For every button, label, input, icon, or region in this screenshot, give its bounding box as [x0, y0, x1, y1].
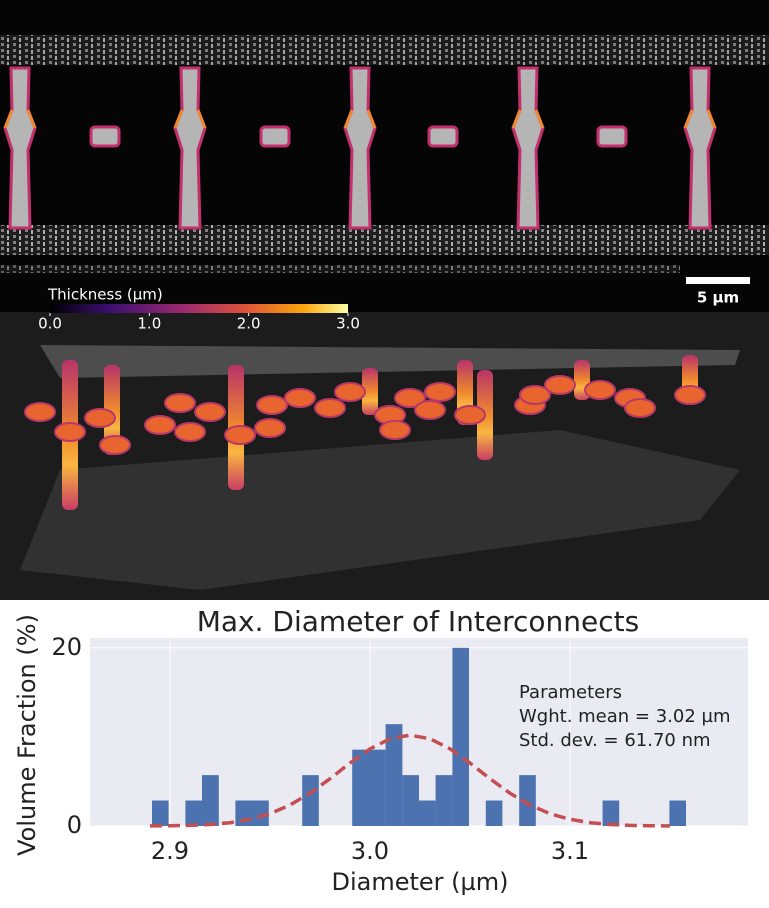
- chart-title: Max. Diameter of Interconnects: [197, 605, 640, 638]
- pillar-edge: [511, 109, 545, 129]
- bar: [669, 800, 686, 826]
- pad-3d: [584, 380, 616, 400]
- pad-3d: [284, 388, 316, 408]
- bar: [602, 800, 620, 826]
- pillar-edge: [3, 109, 37, 129]
- colorbar-ticks: 0.0 1.0 2.0 3.0: [38, 313, 360, 333]
- pad-3d: [674, 385, 706, 405]
- bar: [202, 775, 219, 826]
- pad-3d: [224, 425, 256, 445]
- pad: [89, 125, 121, 148]
- annotation: Parameters: [519, 682, 622, 703]
- bar: [152, 800, 169, 826]
- x-axis-label: Diameter (µm): [331, 868, 508, 896]
- bar: [419, 800, 436, 826]
- bar: [519, 775, 536, 826]
- bar: [435, 775, 453, 826]
- pad-3d: [174, 422, 206, 442]
- colorbar-tick-label: 0.0: [38, 315, 62, 333]
- y-tick-label: 0: [67, 811, 82, 839]
- upper-layer: [0, 35, 769, 65]
- bottom-plane: [20, 430, 740, 590]
- pillar-edge: [173, 109, 207, 129]
- pad-3d: [314, 398, 346, 418]
- pad: [259, 125, 291, 148]
- pillar-3d: [362, 368, 378, 415]
- y-axis-label: Volume Fraction (%): [13, 614, 41, 856]
- pad-3d: [254, 418, 286, 438]
- scale-bar: [686, 277, 750, 284]
- bar: [302, 775, 319, 826]
- pad: [427, 125, 459, 148]
- pad-3d: [454, 405, 486, 425]
- pad-3d: [256, 395, 288, 415]
- pillar-edge: [343, 109, 377, 129]
- pad-3d: [144, 415, 176, 435]
- bar: [185, 800, 202, 826]
- scale-bar-label: 5 µm: [697, 289, 739, 307]
- pad-3d: [519, 385, 551, 405]
- bar: [235, 800, 252, 826]
- bar: [352, 749, 369, 826]
- pad: [596, 125, 628, 148]
- colorbar-tick-label: 1.0: [137, 315, 161, 333]
- bar: [402, 775, 419, 826]
- x-tick-label: 3.1: [551, 837, 589, 865]
- annotation: Std. dev. = 61.70 nm: [519, 730, 711, 751]
- pad-3d: [414, 400, 446, 420]
- pillars-3d: [24, 355, 706, 510]
- pad-3d: [84, 408, 116, 428]
- lower-layer: [0, 225, 769, 255]
- colorbar-label: Thickness (µm): [47, 286, 163, 304]
- pad-3d: [99, 435, 131, 455]
- pillar-3d: [104, 365, 120, 455]
- bottom-layer: [0, 265, 680, 273]
- y-tick-label: 20: [51, 633, 82, 661]
- annotation: Wght. mean = 3.02 µm: [519, 706, 731, 727]
- colorbar-tick-label: 3.0: [336, 315, 360, 333]
- top-plane: [40, 345, 740, 378]
- bar: [369, 749, 386, 826]
- pad-3d: [54, 422, 86, 442]
- pad-3d: [544, 375, 576, 395]
- pad-3d: [379, 420, 411, 440]
- bar: [252, 800, 269, 826]
- pad-3d: [394, 388, 426, 408]
- chart: Max. Diameter of Interconnects 2.9 3.0 3.1 0…: [13, 605, 748, 896]
- bar: [485, 800, 503, 826]
- colorbar: [50, 304, 348, 313]
- pillars: [3, 66, 717, 230]
- pad-3d: [334, 382, 366, 402]
- pad-3d: [424, 382, 456, 402]
- pillar-edge: [683, 109, 717, 129]
- pad-3d: [194, 402, 226, 422]
- pad-3d: [164, 393, 196, 413]
- pad-3d: [24, 402, 56, 422]
- bar: [385, 724, 403, 826]
- colorbar-tick-label: 2.0: [237, 315, 261, 333]
- x-tick-label: 3.0: [351, 837, 389, 865]
- bar: [452, 647, 469, 826]
- pad-3d: [624, 398, 656, 418]
- x-tick-label: 2.9: [151, 837, 189, 865]
